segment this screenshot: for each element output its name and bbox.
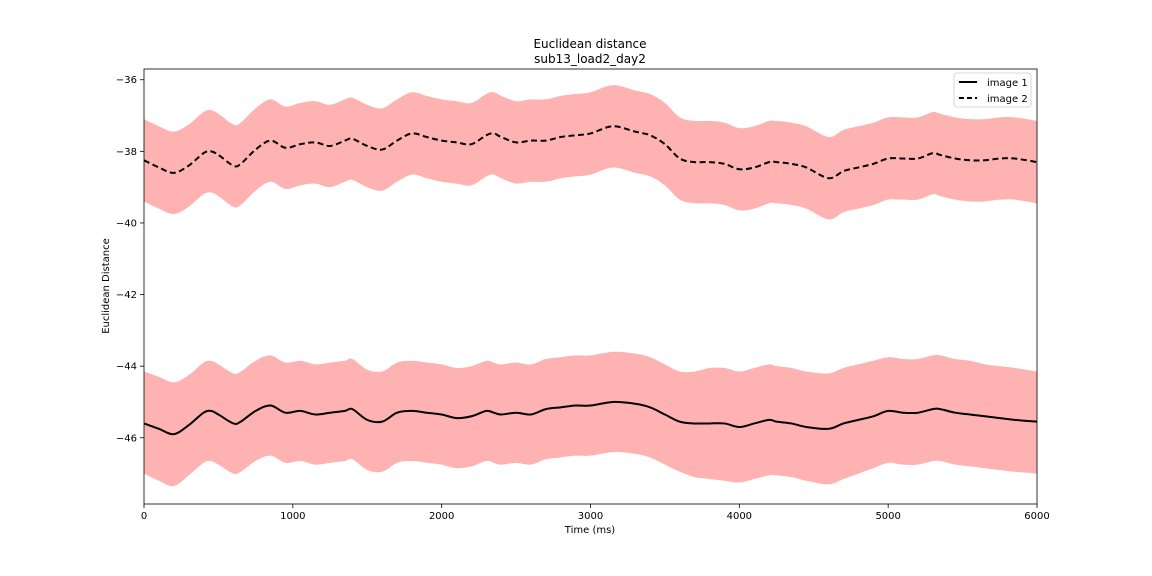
y-tick-label: −46 [116, 433, 137, 444]
x-tick-label: 6000 [1024, 511, 1049, 522]
confidence-bands [144, 85, 1037, 487]
series-lines [143, 125, 1038, 436]
x-tick-label: 4000 [727, 511, 752, 522]
y-tick-label: −42 [116, 290, 137, 301]
y-tick-label: −44 [116, 362, 137, 373]
chart-title: Euclidean distance [533, 37, 646, 51]
legend: image 1 image 2 [953, 72, 1032, 108]
y-tick-label: −40 [116, 218, 137, 229]
axis-ticks: 0 1000 2000 3000 4000 5000 6000 −36 −38 −40 −42 −44… [116, 75, 1050, 522]
line-series-1 [143, 400, 1038, 436]
x-tick-label: 5000 [875, 511, 900, 522]
x-tick-label: 3000 [578, 511, 603, 522]
legend-label-image-1: image 1 [987, 78, 1028, 89]
band-series-2 [144, 85, 1037, 220]
y-axis-label: Euclidean Distance [101, 238, 112, 334]
y-tick-label: −38 [116, 147, 137, 158]
legend-label-image-2: image 2 [987, 94, 1028, 105]
chart-subtitle: sub13_load2_day2 [534, 52, 646, 66]
x-tick-label: 1000 [280, 511, 305, 522]
y-tick-label: −36 [116, 75, 137, 86]
line-series-2 [143, 125, 1038, 180]
band-series-1 [144, 351, 1037, 487]
x-tick-label: 0 [141, 511, 147, 522]
x-tick-label: 2000 [429, 511, 454, 522]
plot-area-frame [143, 68, 1038, 505]
x-axis-label: Time (ms) [564, 525, 616, 536]
